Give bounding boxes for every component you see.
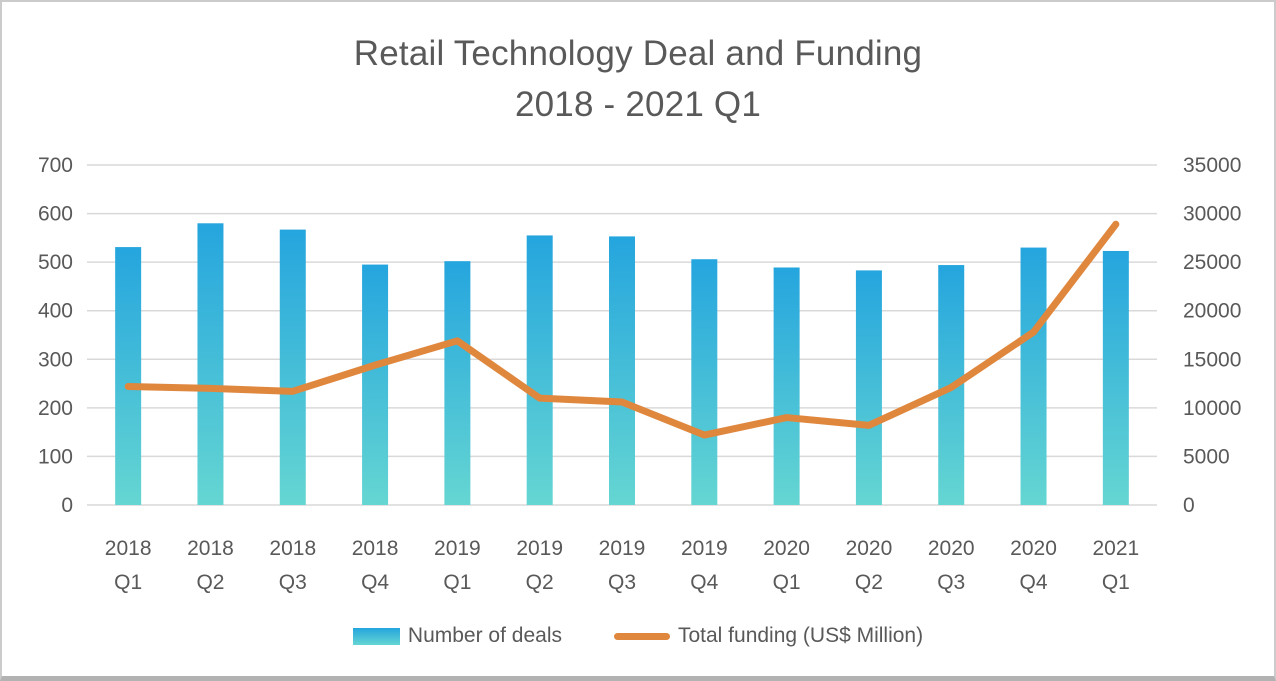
x-axis-label-quarter: Q1 — [114, 571, 142, 594]
deals-bar — [1102, 250, 1129, 505]
y-axis-tick-label-right: 20000 — [1183, 300, 1241, 323]
y-axis-tick-label-right: 35000 — [1183, 154, 1241, 177]
deals-bar — [691, 259, 718, 505]
chart-legend: Number of deals Total funding (US$ Milli… — [2, 618, 1274, 654]
x-axis-label-quarter: Q4 — [690, 571, 718, 594]
chart-title: Retail Technology Deal and Funding 2018 … — [2, 28, 1274, 130]
x-axis-label-year: 2019 — [516, 537, 563, 560]
x-axis-label-quarter: Q3 — [608, 571, 636, 594]
y-axis-tick-label-right: 15000 — [1183, 348, 1241, 371]
x-axis-label-quarter: Q4 — [1020, 571, 1048, 594]
x-axis-label-year: 2019 — [434, 537, 481, 560]
x-axis-label-quarter: Q1 — [1102, 571, 1130, 594]
x-axis-label-quarter: Q1 — [773, 571, 801, 594]
y-axis-tick-label-left: 600 — [38, 203, 73, 226]
x-axis-label-year: 2019 — [599, 537, 646, 560]
y-axis-tick-label-left: 0 — [61, 494, 73, 517]
x-axis-label-quarter: Q4 — [361, 571, 389, 594]
deals-bar — [197, 223, 224, 506]
bar-series-swatch-icon — [352, 627, 400, 645]
y-axis-tick-label-left: 300 — [38, 348, 73, 371]
y-axis-tick-label-right: 25000 — [1183, 251, 1241, 274]
deals-bar — [1020, 247, 1047, 506]
x-axis-label-quarter: Q2 — [526, 571, 554, 594]
x-axis-label-year: 2020 — [846, 537, 893, 560]
chart-title-line1: Retail Technology Deal and Funding — [353, 34, 923, 73]
deals-bar — [773, 267, 800, 505]
deals-bar — [855, 270, 882, 505]
x-axis-label-quarter: Q2 — [196, 571, 224, 594]
x-axis-label-year: 2018 — [187, 537, 234, 560]
funding-line — [124, 220, 1120, 439]
x-axis-label-year: 2018 — [105, 537, 152, 560]
legend-label-total-funding: Total funding (US$ Million) — [677, 624, 924, 647]
legend-item-total-funding: Total funding (US$ Million) — [613, 624, 924, 648]
axis-labels-group: 0 0 100 5000 200 10000 300 15000 400 20000 500 2500… — [38, 154, 1241, 594]
funding-line-group — [124, 220, 1120, 439]
deals-bar — [609, 236, 635, 505]
y-axis-tick-label-left: 100 — [38, 445, 73, 468]
x-axis-label-year: 2018 — [352, 537, 399, 560]
deals-bar — [279, 229, 306, 505]
y-axis-tick-label-right: 0 — [1183, 494, 1195, 517]
line-series-swatch-icon — [613, 632, 670, 640]
y-axis-tick-label-left: 200 — [38, 397, 73, 420]
x-axis-label-quarter: Q2 — [855, 571, 883, 594]
chart-title-line2: 2018 - 2021 Q1 — [514, 85, 762, 124]
legend-item-number-of-deals: Number of deals — [352, 624, 562, 648]
deals-bar — [362, 264, 389, 505]
x-axis-label-quarter: Q3 — [937, 571, 965, 594]
y-axis-tick-label-left: 500 — [38, 251, 73, 274]
x-axis-label-year: 2020 — [763, 537, 810, 560]
deals-bar — [526, 235, 553, 505]
x-axis-label-year: 2020 — [928, 537, 975, 560]
x-axis-label-quarter: Q1 — [443, 571, 471, 594]
y-axis-tick-label-left: 400 — [38, 300, 73, 323]
x-axis-label-year: 2020 — [1010, 537, 1057, 560]
x-axis-label-year: 2021 — [1092, 537, 1139, 560]
x-axis-label-year: 2018 — [269, 537, 316, 560]
y-axis-tick-label-right: 5000 — [1183, 445, 1230, 468]
deals-bar — [444, 261, 471, 505]
legend-label-number-of-deals: Number of deals — [407, 624, 562, 647]
x-axis-label-year: 2019 — [681, 537, 728, 560]
y-axis-tick-label-right: 30000 — [1183, 203, 1241, 226]
x-axis-label-quarter: Q3 — [279, 571, 307, 594]
y-axis-tick-label-left: 700 — [38, 154, 73, 177]
deals-bars-group — [115, 223, 1129, 506]
y-axis-tick-label-right: 10000 — [1183, 397, 1241, 420]
deals-bar — [115, 247, 142, 506]
